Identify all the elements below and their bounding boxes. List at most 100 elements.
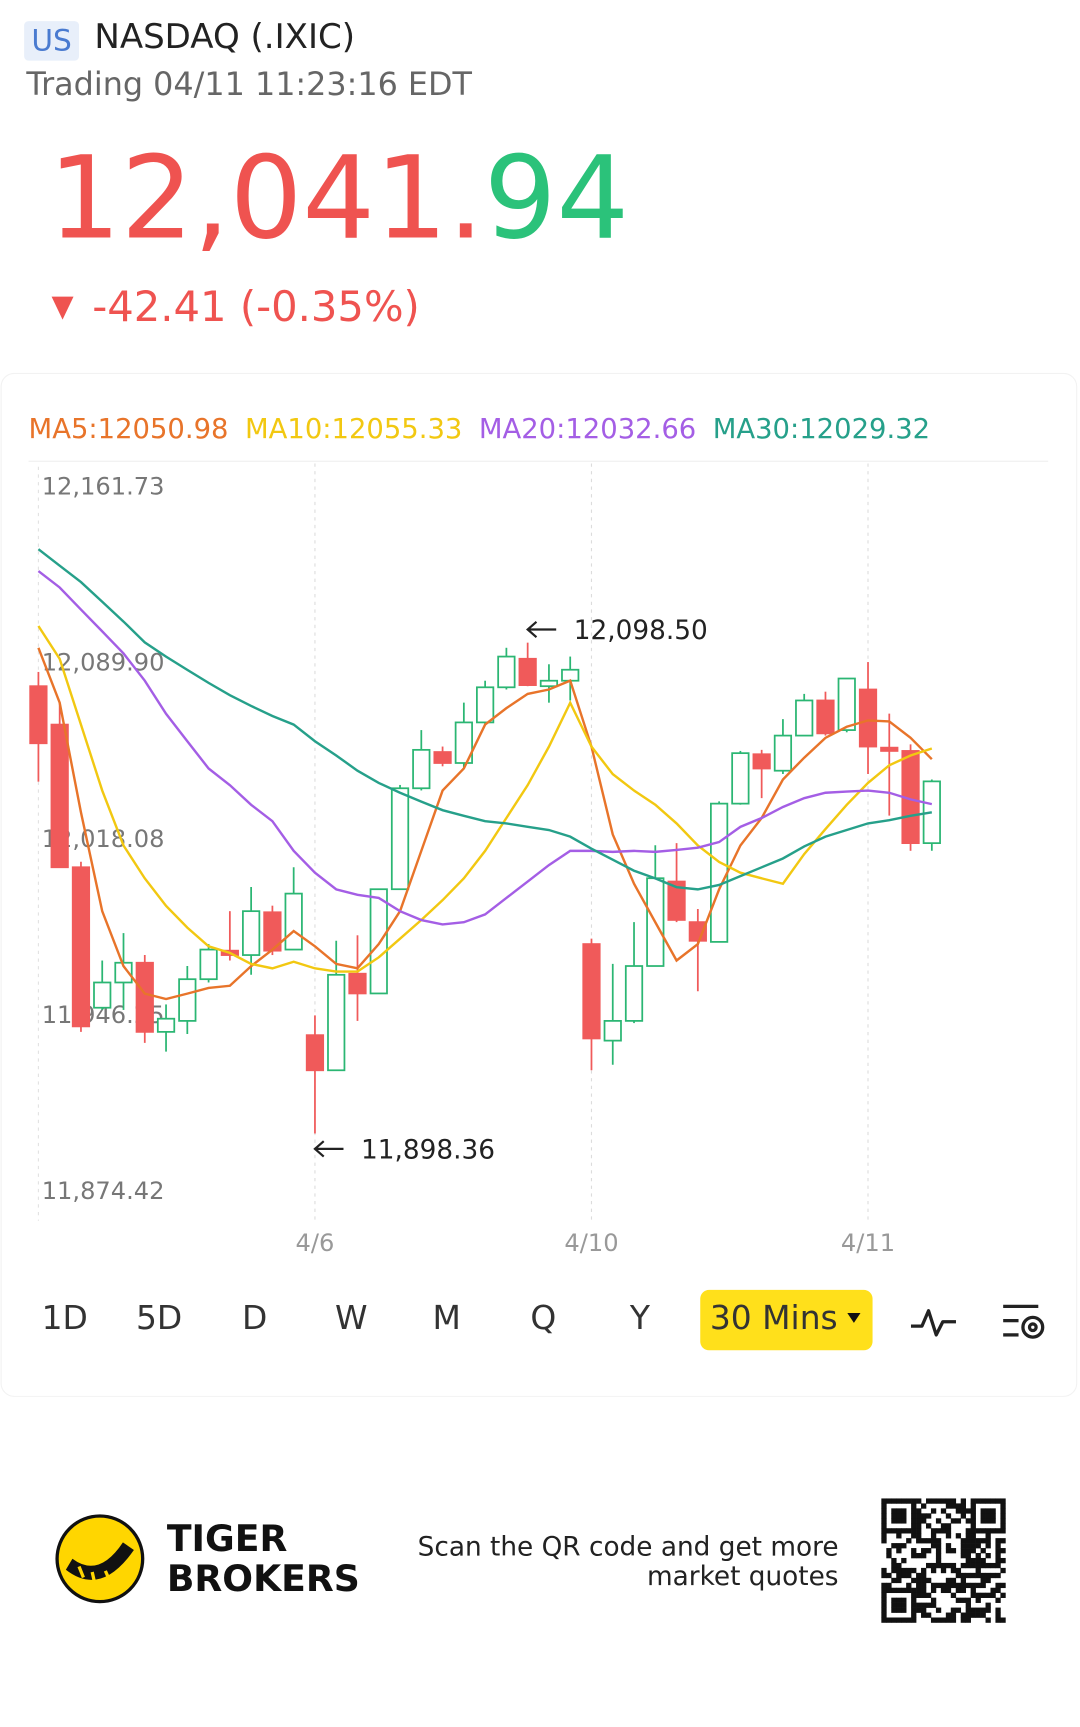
period-tab[interactable]: W xyxy=(335,1298,368,1337)
qr-cell xyxy=(970,1518,976,1524)
qr-cell xyxy=(955,1533,962,1539)
qr-cell xyxy=(1000,1508,1006,1514)
ma-line xyxy=(37,548,933,891)
qr-cell xyxy=(896,1607,902,1613)
qr-cell xyxy=(965,1607,971,1613)
qr-cell xyxy=(921,1548,927,1554)
legend-entry: MA30:12029.32 xyxy=(713,414,930,445)
qr-cell xyxy=(960,1503,967,1509)
qr-cell xyxy=(975,1538,981,1544)
qr-cell xyxy=(925,1548,932,1554)
qr-cell xyxy=(950,1607,957,1613)
candle-body xyxy=(582,943,601,1040)
qr-cell xyxy=(881,1533,887,1539)
period-tab[interactable]: Y xyxy=(629,1298,651,1337)
qr-cell xyxy=(916,1528,922,1534)
qr-cell xyxy=(925,1562,932,1569)
qr-cell xyxy=(960,1572,967,1579)
qr-cell xyxy=(901,1528,907,1534)
qr-cell xyxy=(955,1503,962,1509)
candle-body xyxy=(93,981,112,1009)
qr-cell xyxy=(955,1587,962,1594)
qr-cell xyxy=(881,1597,887,1603)
candle-body xyxy=(922,780,941,845)
qr-cell xyxy=(881,1612,887,1618)
period-tab[interactable]: 30 Mins xyxy=(710,1298,838,1337)
qr-cell xyxy=(925,1538,932,1544)
qr-cell xyxy=(970,1528,976,1534)
candle-body xyxy=(327,973,346,1072)
qr-cell xyxy=(985,1533,991,1539)
qr-cell xyxy=(896,1548,902,1554)
promo-text: Scan the QR code and get more xyxy=(418,1532,839,1562)
qr-cell xyxy=(930,1562,937,1569)
qr-cell xyxy=(940,1498,947,1504)
qr-cell xyxy=(935,1538,942,1544)
qr-cell xyxy=(955,1572,962,1579)
qr-cell xyxy=(995,1582,1001,1589)
dropdown-caret xyxy=(847,1312,861,1323)
qr-cell xyxy=(945,1528,952,1534)
candle-body xyxy=(114,961,133,984)
candle-body xyxy=(412,748,431,790)
qr-cell xyxy=(930,1543,937,1549)
candle-body xyxy=(199,948,218,981)
qr-cell xyxy=(930,1597,937,1603)
qr-cell xyxy=(916,1518,922,1524)
qr-cell xyxy=(881,1617,887,1623)
settings-icon[interactable] xyxy=(1003,1304,1045,1339)
qr-cell xyxy=(965,1528,971,1534)
period-tab[interactable]: M xyxy=(433,1298,461,1337)
qr-cell xyxy=(975,1543,981,1549)
candle-body xyxy=(242,910,261,956)
qr-cell xyxy=(911,1518,917,1524)
period-tab[interactable]: 1D xyxy=(42,1298,88,1337)
period-tab[interactable]: Q xyxy=(530,1298,556,1337)
qr-cell xyxy=(1000,1582,1006,1589)
qr-cell xyxy=(921,1572,927,1579)
qr-cell xyxy=(965,1538,971,1544)
qr-cell xyxy=(990,1513,996,1519)
chart-card xyxy=(0,372,1078,1397)
qr-cell xyxy=(970,1513,976,1519)
candle-body xyxy=(348,972,367,995)
qr-cell xyxy=(901,1602,907,1608)
qr-cell xyxy=(911,1617,917,1623)
qr-cell xyxy=(950,1592,957,1598)
qr-cell xyxy=(945,1543,952,1549)
qr-cell xyxy=(916,1538,922,1544)
qr-cell xyxy=(970,1538,976,1544)
legend-entry: MA5:12050.98 xyxy=(29,414,229,445)
qr-cell xyxy=(930,1528,937,1534)
qr-cell xyxy=(911,1592,917,1598)
candle-body xyxy=(135,961,154,1033)
qr-cell xyxy=(985,1543,991,1549)
period-tab[interactable]: D xyxy=(242,1298,267,1337)
candle-body xyxy=(284,892,303,951)
qr-cell xyxy=(980,1513,986,1519)
qr-cell xyxy=(921,1567,927,1574)
qr-cell xyxy=(906,1538,912,1544)
qr-cell xyxy=(925,1612,932,1618)
period-tab[interactable]: 5D xyxy=(136,1298,182,1337)
qr-cell xyxy=(950,1562,957,1569)
qr-cell xyxy=(921,1577,927,1584)
qr-cell xyxy=(945,1533,952,1539)
qr-cell xyxy=(896,1597,902,1603)
qr-cell xyxy=(906,1617,912,1623)
qr-cell xyxy=(975,1498,981,1504)
qr-cell xyxy=(955,1567,962,1574)
qr-cell xyxy=(970,1523,976,1529)
qr-cell xyxy=(990,1562,996,1569)
qr-cell xyxy=(916,1577,922,1584)
indicator-icon[interactable] xyxy=(910,1309,956,1337)
qr-cell xyxy=(970,1587,976,1594)
qr-cell xyxy=(950,1503,957,1509)
qr-cell xyxy=(891,1508,897,1514)
qr-cell xyxy=(975,1612,981,1618)
qr-cell xyxy=(1000,1617,1006,1623)
qr-cell xyxy=(916,1533,922,1539)
qr-cell xyxy=(925,1602,932,1608)
qr-cell xyxy=(911,1607,917,1613)
candle-body xyxy=(369,888,388,995)
